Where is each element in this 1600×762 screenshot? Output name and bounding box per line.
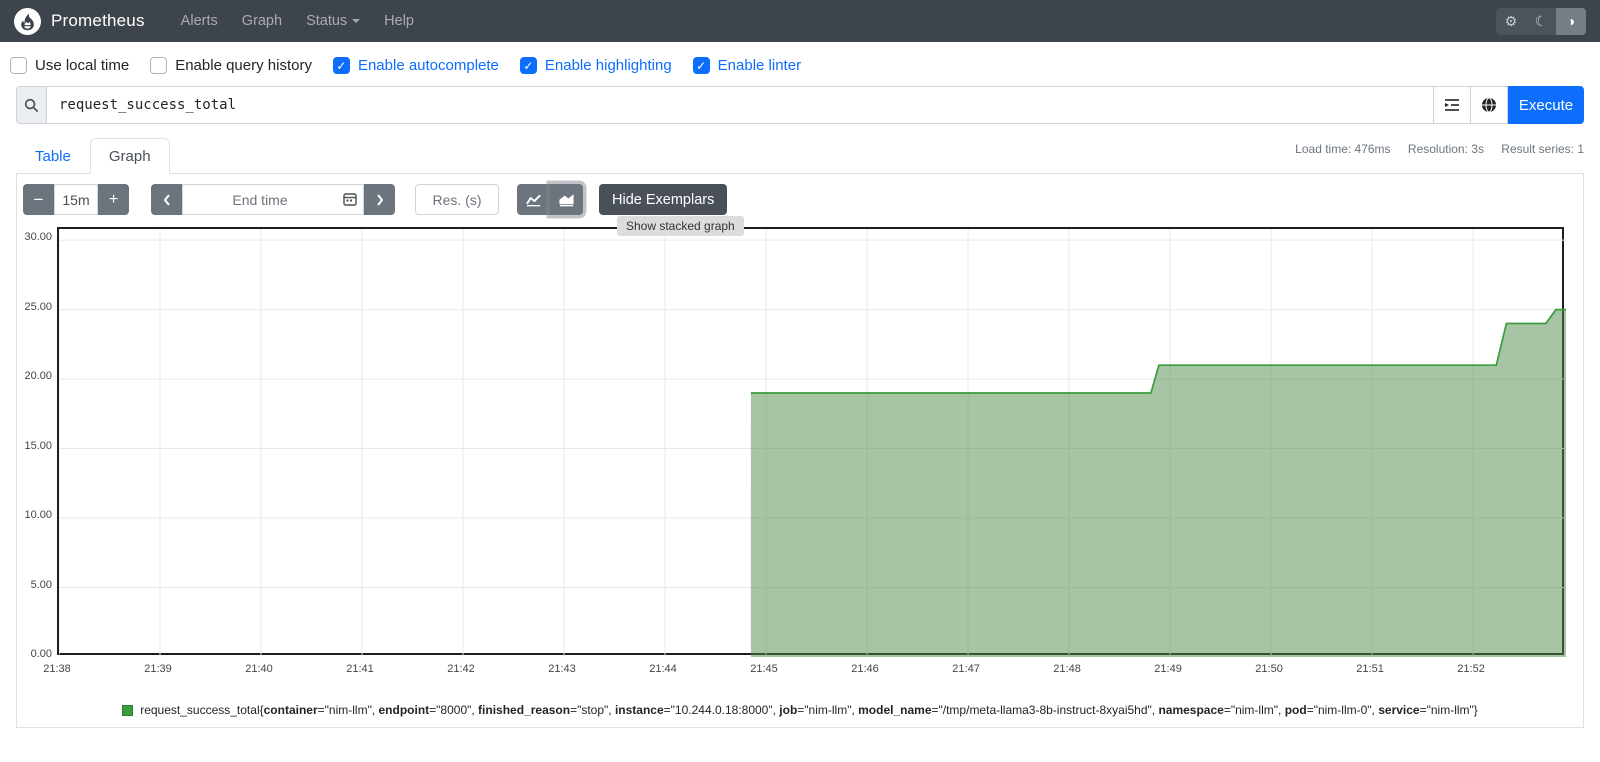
y-tick-label: 5.00 (23, 579, 52, 591)
option-label: Enable autocomplete (358, 57, 499, 74)
checkbox-checked-icon[interactable]: ✓ (333, 57, 350, 74)
x-tick-label: 21:50 (1247, 663, 1291, 675)
chart-area: 0.00 5.00 10.00 15.00 20.00 25.00 30.00 21:38 21… (23, 215, 1577, 685)
execute-button[interactable]: Execute (1508, 86, 1584, 124)
x-tick-label: 21:51 (1348, 663, 1392, 675)
theme-toggle-group: ⚙ ☾ ◑ (1496, 8, 1586, 35)
format-query-icon[interactable] (1434, 86, 1471, 124)
query-input[interactable] (47, 86, 1434, 124)
result-series: Result series: 1 (1501, 142, 1584, 156)
x-tick-label: 21:43 (540, 663, 584, 675)
option-enable-query-history[interactable]: Enable query history (150, 57, 312, 74)
search-icon (16, 86, 47, 124)
graph-panel: − + Hide Exemplars Show stacked graph (16, 174, 1584, 728)
settings-gear-icon[interactable]: ⚙ (1496, 8, 1526, 35)
end-time-input[interactable] (182, 184, 364, 215)
x-tick-label: 21:38 (35, 663, 79, 675)
query-stats: Load time: 476ms Resolution: 3s Result s… (1281, 142, 1584, 156)
time-forward-button[interactable] (364, 184, 395, 215)
option-label: Use local time (35, 57, 129, 74)
x-tick-label: 21:48 (1045, 663, 1089, 675)
checkbox-checked-icon[interactable]: ✓ (693, 57, 710, 74)
query-bar: Execute (16, 86, 1584, 124)
stacked-graph-button[interactable] (550, 184, 583, 215)
x-tick-label: 21:49 (1146, 663, 1190, 675)
option-enable-highlighting[interactable]: ✓ Enable highlighting (520, 57, 672, 74)
range-decrease-button[interactable]: − (23, 184, 54, 215)
x-tick-label: 21:45 (742, 663, 786, 675)
nav-links: AlertsGraphStatusHelp (169, 13, 426, 29)
range-increase-button[interactable]: + (98, 184, 129, 215)
x-tick-label: 21:39 (136, 663, 180, 675)
y-tick-label: 30.00 (23, 231, 52, 243)
x-tick-label: 21:47 (944, 663, 988, 675)
time-series-chart (59, 229, 1566, 657)
options-row: Use local time Enable query history ✓ Enabl… (0, 42, 1600, 84)
y-tick-label: 10.00 (23, 509, 52, 521)
y-tick-label: 0.00 (23, 648, 52, 660)
series-swatch-icon (122, 705, 133, 716)
x-tick-label: 21:52 (1449, 663, 1493, 675)
option-label: Enable highlighting (545, 57, 672, 74)
stacked-graph-tooltip: Show stacked graph (617, 216, 744, 236)
resolution: Resolution: 3s (1408, 142, 1484, 156)
option-use-local-time[interactable]: Use local time (10, 57, 129, 74)
tab-graph[interactable]: Graph (90, 138, 170, 174)
navbar: Prometheus AlertsGraphStatusHelp ⚙ ☾ ◑ (0, 0, 1600, 42)
range-input[interactable] (54, 184, 98, 215)
nav-item-status[interactable]: Status (294, 13, 372, 29)
y-tick-label: 15.00 (23, 440, 52, 452)
legend: request_success_total{container="nim-llm… (23, 703, 1577, 717)
y-tick-label: 25.00 (23, 301, 52, 313)
tab-table[interactable]: Table (16, 138, 90, 174)
x-tick-label: 21:44 (641, 663, 685, 675)
line-graph-button[interactable] (517, 184, 550, 215)
x-tick-label: 21:46 (843, 663, 887, 675)
hide-exemplars-button[interactable]: Hide Exemplars (599, 184, 727, 215)
checkbox-checked-icon[interactable]: ✓ (520, 57, 537, 74)
option-enable-autocomplete[interactable]: ✓ Enable autocomplete (333, 57, 499, 74)
metrics-explorer-globe-icon[interactable] (1471, 86, 1508, 124)
caret-down-icon (352, 19, 360, 23)
series-legend-label[interactable]: request_success_total{container="nim-llm… (140, 703, 1478, 717)
y-tick-label: 20.00 (23, 370, 52, 382)
dark-mode-moon-icon[interactable]: ☾ (1526, 8, 1556, 35)
option-label: Enable linter (718, 57, 801, 74)
nav-item-help[interactable]: Help (372, 13, 426, 29)
tabs: Table Graph Load time: 476ms Resolution:… (16, 138, 1584, 174)
x-tick-label: 21:42 (439, 663, 483, 675)
checkbox-unchecked-icon[interactable] (150, 57, 167, 74)
graph-plot[interactable] (57, 227, 1564, 655)
x-tick-label: 21:40 (237, 663, 281, 675)
checkbox-unchecked-icon[interactable] (10, 57, 27, 74)
prometheus-logo-icon[interactable] (14, 8, 41, 35)
resolution-input[interactable] (415, 184, 499, 215)
option-enable-linter[interactable]: ✓ Enable linter (693, 57, 801, 74)
x-tick-label: 21:41 (338, 663, 382, 675)
time-back-button[interactable] (151, 184, 182, 215)
end-time-field (182, 184, 364, 215)
series-area (751, 310, 1566, 657)
app-title[interactable]: Prometheus (51, 11, 145, 31)
graph-controls: − + Hide Exemplars Show stacked graph (23, 184, 1577, 215)
nav-item-alerts[interactable]: Alerts (169, 13, 230, 29)
calendar-icon[interactable] (343, 192, 357, 206)
option-label: Enable query history (175, 57, 312, 74)
nav-item-graph[interactable]: Graph (230, 13, 294, 29)
auto-theme-contrast-icon[interactable]: ◑ (1556, 8, 1586, 35)
load-time: Load time: 476ms (1295, 142, 1390, 156)
